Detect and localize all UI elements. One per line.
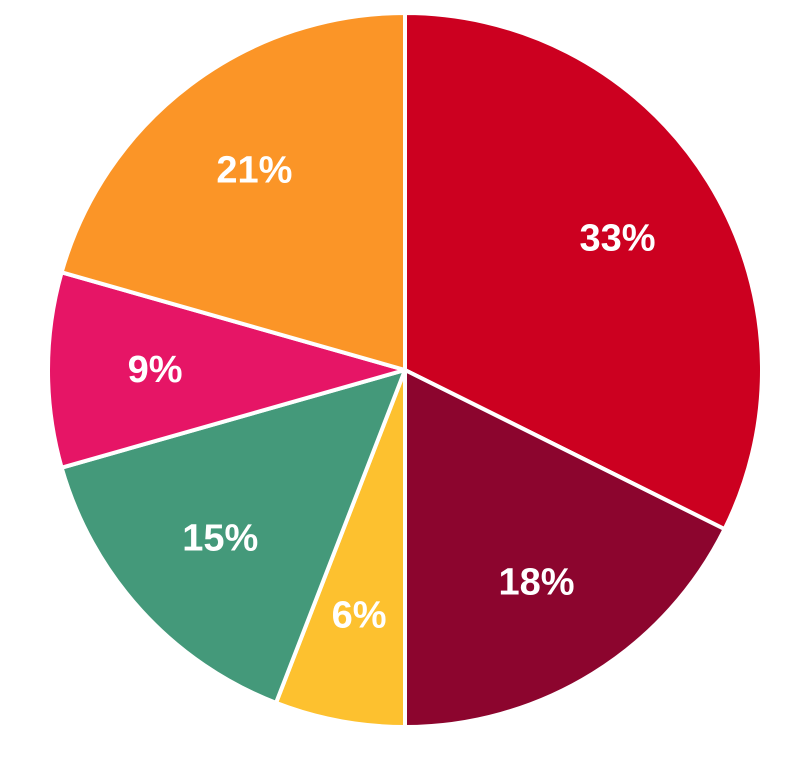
pie-slice-1 bbox=[403, 11, 764, 532]
pie-slice-2 bbox=[403, 368, 727, 729]
slice-label-6: 21% bbox=[216, 150, 292, 192]
pie-slice-4 bbox=[59, 368, 407, 705]
slice-label-4: 15% bbox=[182, 517, 258, 559]
pie-slices bbox=[46, 11, 764, 729]
pie-labels: 33% 18% 6% 15% 9% 21% bbox=[128, 150, 656, 637]
slice-label-2: 18% bbox=[499, 561, 575, 603]
pie-slice-3 bbox=[274, 368, 407, 729]
slice-label-3: 6% bbox=[332, 595, 387, 637]
pie-slice-6 bbox=[59, 11, 407, 372]
slice-label-5: 9% bbox=[128, 349, 183, 391]
pie-slice-5 bbox=[46, 270, 407, 470]
slice-label-1: 33% bbox=[579, 217, 655, 259]
